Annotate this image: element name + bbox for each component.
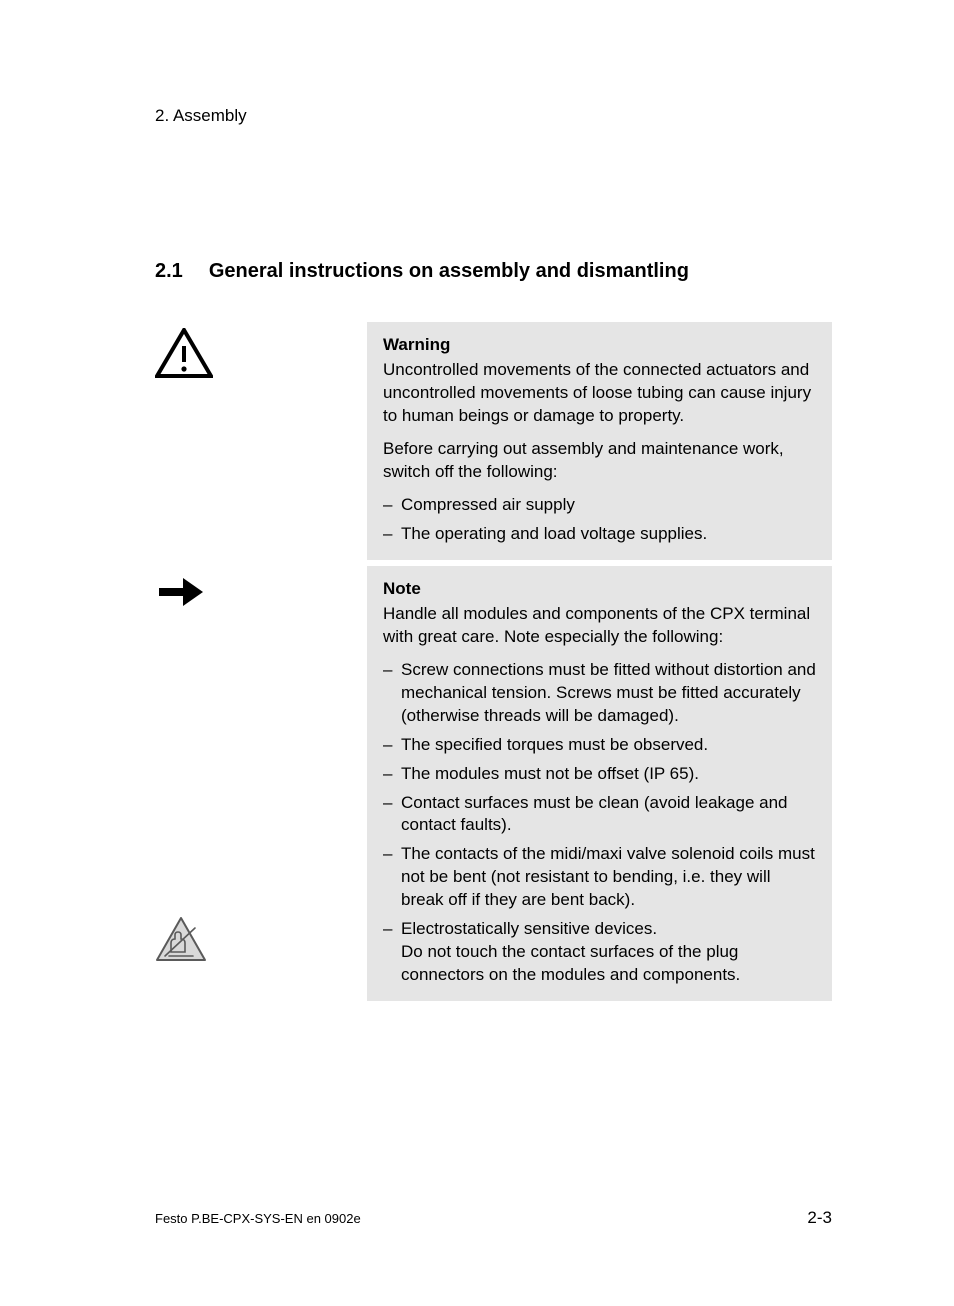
list-item: –The specified torques must be observed. xyxy=(383,734,816,757)
section-title: General instructions on assembly and dis… xyxy=(209,260,689,283)
list-item: –Screw connections must be fitted withou… xyxy=(383,659,816,728)
list-item: –Compressed air supply xyxy=(383,494,816,517)
esd-icon xyxy=(155,916,235,969)
arrow-right-icon xyxy=(155,572,235,617)
warning-list: –Compressed air supply –The operating an… xyxy=(383,494,816,546)
note-list: –Screw connections must be fitted withou… xyxy=(383,659,816,987)
warning-title: Warning xyxy=(383,334,816,357)
warning-paragraph-1: Uncontrolled movements of the connected … xyxy=(383,359,816,428)
list-item: –Electrostatically sensitive devices.Do … xyxy=(383,918,816,987)
section-heading: 2.1 General instructions on assembly and… xyxy=(155,260,689,283)
note-title: Note xyxy=(383,578,816,601)
list-item: –The contacts of the midi/maxi valve sol… xyxy=(383,843,816,912)
chapter-header: 2. Assembly xyxy=(155,106,247,126)
page-footer: Festo P.BE-CPX-SYS-EN en 0902e 2-3 xyxy=(155,1208,832,1228)
list-item: –The modules must not be offset (IP 65). xyxy=(383,763,816,786)
note-paragraph-1: Handle all modules and components of the… xyxy=(383,603,816,649)
list-item: –The operating and load voltage supplies… xyxy=(383,523,816,546)
section-number: 2.1 xyxy=(155,260,183,283)
warning-paragraph-2: Before carrying out assembly and mainten… xyxy=(383,438,816,484)
warning-callout: Warning Uncontrolled movements of the co… xyxy=(367,322,832,560)
footer-page-number: 2-3 xyxy=(807,1208,832,1228)
page: 2. Assembly 2.1 General instructions on … xyxy=(0,0,954,1306)
footer-doc-id: Festo P.BE-CPX-SYS-EN en 0902e xyxy=(155,1211,361,1226)
note-callout: Note Handle all modules and components o… xyxy=(367,566,832,1001)
warning-icon xyxy=(155,328,235,383)
list-item: –Contact surfaces must be clean (avoid l… xyxy=(383,792,816,838)
